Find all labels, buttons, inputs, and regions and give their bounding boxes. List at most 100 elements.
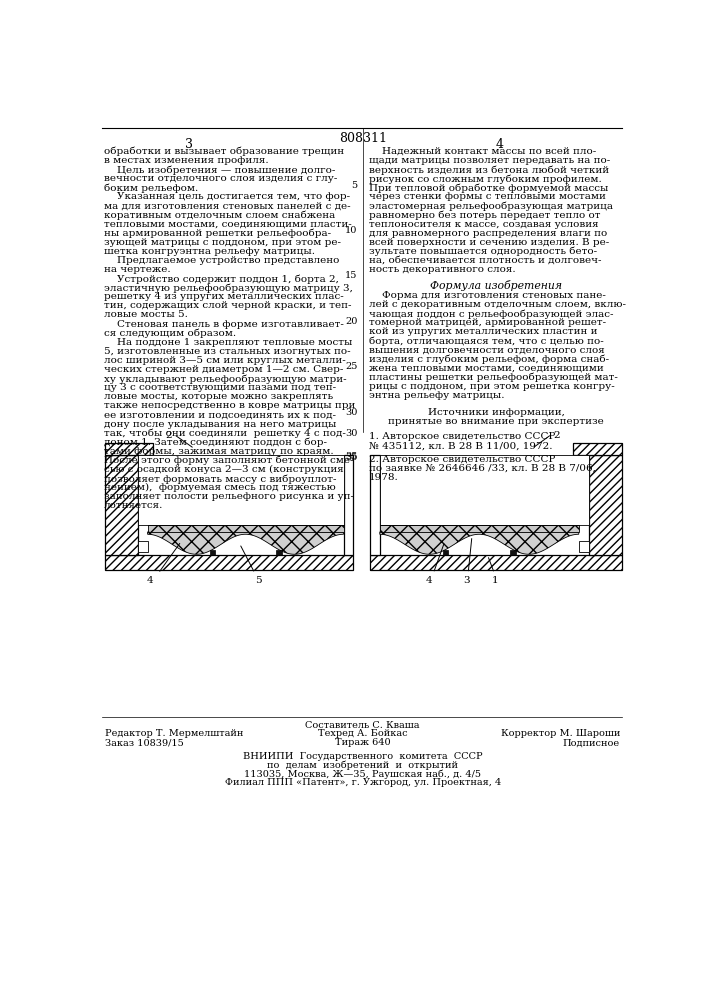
Text: в местах изменения профиля.: в местах изменения профиля. (104, 156, 269, 165)
Text: 35: 35 (345, 453, 357, 462)
Polygon shape (138, 541, 148, 552)
Text: 5: 5 (255, 576, 262, 585)
Polygon shape (148, 525, 344, 532)
Text: щади матрицы позволяет передавать на по-: щади матрицы позволяет передавать на по- (369, 156, 610, 165)
Text: Предлагаемое устройство представлено: Предлагаемое устройство представлено (104, 256, 339, 265)
Text: тами формы, зажимая матрицу по краям.: тами формы, зажимая матрицу по краям. (104, 447, 334, 456)
Polygon shape (380, 455, 589, 525)
Text: чающая поддон с рельефообразующей элас-: чающая поддон с рельефообразующей элас- (369, 309, 614, 319)
Text: 1. Авторское свидетельство СССР: 1. Авторское свидетельство СССР (369, 432, 555, 441)
Text: вышения долговечности отделочного слоя: вышения долговечности отделочного слоя (369, 346, 604, 355)
Text: № 435112, кл. В 28 В 11/00, 1972.: № 435112, кл. В 28 В 11/00, 1972. (369, 441, 552, 450)
Text: нением),  формуемая смесь под тяжестью: нением), формуемая смесь под тяжестью (104, 483, 336, 492)
Text: для равномерного распределения влаги по: для равномерного распределения влаги по (369, 229, 607, 238)
Text: Техред А. Бойкас: Техред А. Бойкас (318, 729, 407, 738)
Text: лотняется.: лотняется. (104, 501, 163, 510)
Polygon shape (105, 443, 153, 455)
Text: Формула изобретения: Формула изобретения (430, 280, 562, 291)
Polygon shape (380, 525, 579, 532)
Polygon shape (105, 455, 138, 555)
Text: ны армированной решетки рельефообра-: ны армированной решетки рельефообра- (104, 229, 331, 238)
Text: изделия с глубоким рельефом, форма снаб-: изделия с глубоким рельефом, форма снаб- (369, 355, 609, 364)
Text: на, обеспечивается плотность и долговеч-: на, обеспечивается плотность и долговеч- (369, 256, 602, 265)
Text: Корректор М. Шароши: Корректор М. Шароши (501, 729, 620, 738)
Text: принятые во внимание при экспертизе: принятые во внимание при экспертизе (388, 417, 604, 426)
Text: 2. Авторское свидетельство СССР: 2. Авторское свидетельство СССР (369, 455, 555, 464)
Polygon shape (589, 455, 621, 555)
Text: Устройство содержит поддон 1, борта 2,: Устройство содержит поддон 1, борта 2, (104, 274, 339, 284)
Text: равномерно без потерь передает тепло от: равномерно без потерь передает тепло от (369, 211, 600, 220)
Polygon shape (370, 555, 621, 570)
Text: ее изготовлении и подсоединять их к под-: ее изготовлении и подсоединять их к под- (104, 410, 336, 419)
Text: ность декоративного слоя.: ность декоративного слоя. (369, 265, 515, 274)
Text: лей с декоративным отделочным слоем, вклю-: лей с декоративным отделочным слоем, вкл… (369, 300, 626, 309)
Text: 20: 20 (345, 317, 357, 326)
Text: доном 1. Затем соединяют поддон с бор-: доном 1. Затем соединяют поддон с бор- (104, 438, 327, 447)
Polygon shape (138, 455, 344, 525)
Text: Заказ 10839/15: Заказ 10839/15 (105, 738, 185, 747)
Text: шетка конгруэнтна рельефу матрицы.: шетка конгруэнтна рельефу матрицы. (104, 247, 315, 256)
Text: Тираж 640: Тираж 640 (335, 738, 390, 747)
Text: ВНИИПИ  Государственного  комитета  СССР: ВНИИПИ Государственного комитета СССР (243, 752, 483, 761)
Text: Стеновая панель в форме изготавливает-: Стеновая панель в форме изготавливает- (104, 320, 344, 329)
Text: Форма для изготовления стеновых пане-: Форма для изготовления стеновых пане- (369, 291, 606, 300)
Text: всей поверхности и сечению изделия. В ре-: всей поверхности и сечению изделия. В ре… (369, 238, 609, 247)
Text: тин, содержащих слой черной краски, и теп-: тин, содержащих слой черной краски, и те… (104, 301, 351, 310)
Text: так, чтобы они соединяли  решетку 4 с под-: так, чтобы они соединяли решетку 4 с под… (104, 429, 346, 438)
Text: рицы с поддоном, при этом решетка конгру-: рицы с поддоном, при этом решетка конгру… (369, 382, 614, 391)
Text: 1: 1 (492, 576, 498, 585)
Text: 113035, Москва, Ж—35, Раушская наб., д. 4/5: 113035, Москва, Ж—35, Раушская наб., д. … (244, 769, 481, 779)
Text: 5, изготовленные из стальных изогнутых по-: 5, изготовленные из стальных изогнутых п… (104, 347, 351, 356)
Text: 3: 3 (185, 138, 193, 151)
Polygon shape (573, 443, 621, 455)
Text: коративным отделочным слоем снабжена: коративным отделочным слоем снабжена (104, 211, 335, 220)
Polygon shape (579, 541, 589, 552)
Text: ловые мосты 5.: ловые мосты 5. (104, 310, 188, 319)
Text: по заявке № 2646646 /33, кл. В 28 В 7/06,: по заявке № 2646646 /33, кл. В 28 В 7/06… (369, 464, 596, 473)
Text: верхность изделия из бетона любой четкий: верхность изделия из бетона любой четкий (369, 165, 609, 175)
Text: тепловыми мостами, соединяющими пласти-: тепловыми мостами, соединяющими пласти- (104, 220, 351, 229)
Text: зующей матрицы с поддоном, при этом ре-: зующей матрицы с поддоном, при этом ре- (104, 238, 341, 247)
Text: 808311: 808311 (339, 132, 387, 145)
Polygon shape (443, 550, 448, 555)
Polygon shape (370, 455, 380, 555)
Text: дону после укладывания на него матрицы: дону после укладывания на него матрицы (104, 420, 337, 429)
Text: ху укладывают рельефообразующую матри-: ху укладывают рельефообразующую матри- (104, 374, 346, 384)
Polygon shape (276, 550, 281, 555)
Text: ся следующим образом.: ся следующим образом. (104, 329, 236, 338)
Text: 15: 15 (345, 271, 357, 280)
Text: Составитель С. Кваша: Составитель С. Кваша (305, 721, 420, 730)
Text: 1978.: 1978. (369, 473, 399, 482)
Text: энтна рельефу матрицы.: энтна рельефу матрицы. (369, 391, 504, 400)
Text: 4: 4 (495, 138, 503, 151)
Text: ма для изготовления стеновых панелей с де-: ма для изготовления стеновых панелей с д… (104, 201, 351, 210)
Text: борта, отличающаяся тем, что с целью по-: борта, отличающаяся тем, что с целью по- (369, 337, 604, 346)
Text: по  делам  изобретений  и  открытий: по делам изобретений и открытий (267, 760, 458, 770)
Text: При тепловой обработке формуемой массы: При тепловой обработке формуемой массы (369, 183, 608, 193)
Text: 30: 30 (345, 408, 357, 417)
Text: кой из упругих металлических пластин и: кой из упругих металлических пластин и (369, 327, 597, 336)
Text: также непосредственно в ковре матрицы при: также непосредственно в ковре матрицы пр… (104, 401, 355, 410)
Text: вечности отделочного слоя изделия с глу-: вечности отделочного слоя изделия с глу- (104, 174, 337, 183)
Text: 2: 2 (165, 431, 173, 440)
Text: сью с осадкой конуса 2—3 см (конструкция: сью с осадкой конуса 2—3 см (конструкция (104, 465, 344, 474)
Text: теплоносителя к массе, создавая условия: теплоносителя к массе, создавая условия (369, 220, 599, 229)
Text: зультате повышается однородность бето-: зультате повышается однородность бето- (369, 247, 597, 256)
Text: 2: 2 (553, 431, 560, 440)
Text: пластины решетки рельефообразующей мат-: пластины решетки рельефообразующей мат- (369, 373, 618, 382)
Polygon shape (510, 550, 516, 555)
Text: обработки и вызывает образование трещин: обработки и вызывает образование трещин (104, 147, 344, 156)
Text: эластичную рельефообразующую матрицу 3,: эластичную рельефообразующую матрицу 3, (104, 283, 353, 293)
Text: Указанная цель достигается тем, что фор-: Указанная цель достигается тем, что фор- (104, 192, 350, 201)
Text: 10: 10 (345, 226, 357, 235)
Text: 5: 5 (351, 181, 357, 190)
Text: позволяет формовать массу с виброуплот-: позволяет формовать массу с виброуплот- (104, 474, 337, 484)
Text: эластомерная рельефообразующая матрица: эластомерная рельефообразующая матрица (369, 201, 613, 211)
Text: томерной матрицей, армированной решет-: томерной матрицей, армированной решет- (369, 318, 606, 327)
Text: После этого форму заполняют бетонной сме-: После этого форму заполняют бетонной сме… (104, 456, 354, 465)
Text: на чертеже.: на чертеже. (104, 265, 170, 274)
Text: через стенки формы с тепловыми мостами: через стенки формы с тепловыми мостами (369, 192, 606, 201)
Text: жена тепловыми мостами, соединяющими: жена тепловыми мостами, соединяющими (369, 364, 604, 373)
Polygon shape (105, 555, 354, 570)
Text: Источники информации,: Источники информации, (428, 408, 564, 417)
